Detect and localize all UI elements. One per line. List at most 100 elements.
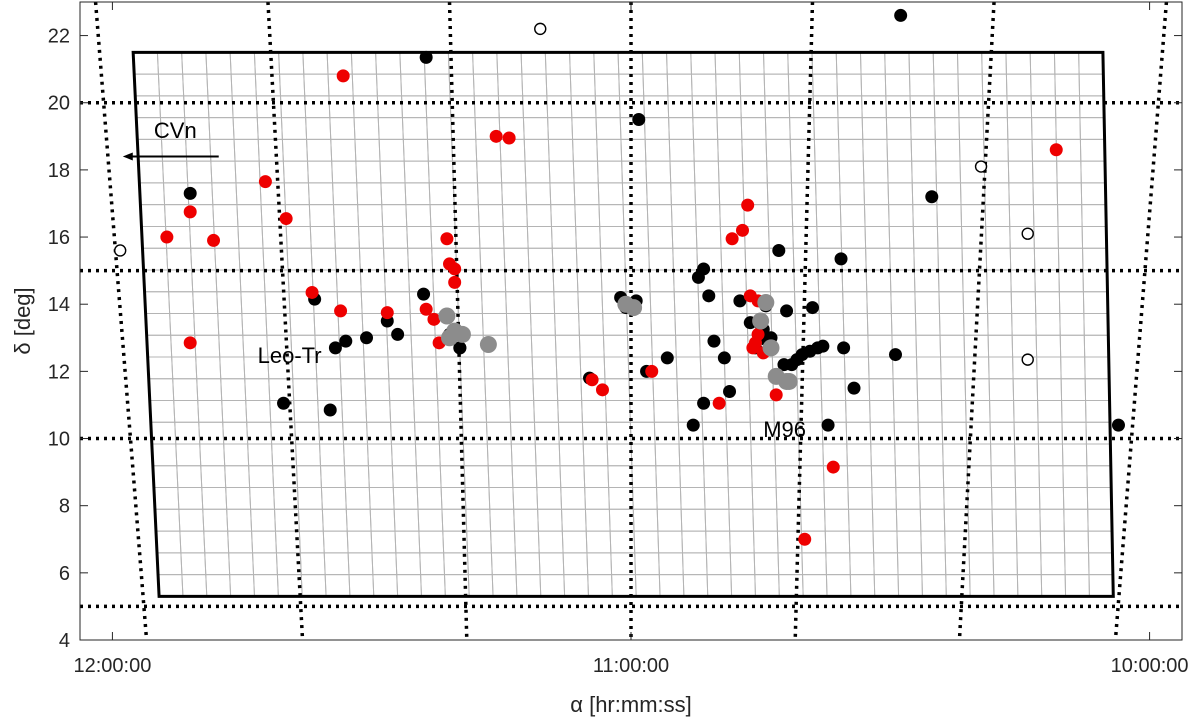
ra-grid-line	[447, 1, 469, 641]
black-point	[686, 418, 700, 432]
red-point	[595, 383, 609, 397]
black-point	[183, 186, 197, 200]
m96-label: M96	[763, 417, 806, 442]
black-point	[660, 351, 674, 365]
red-point	[735, 223, 749, 237]
red-point	[798, 532, 812, 546]
black-point	[702, 289, 716, 303]
red-point	[160, 230, 174, 244]
x-tick-label: 11:00:00	[593, 655, 669, 677]
black-point	[391, 327, 405, 341]
black-point	[894, 8, 908, 22]
black-point	[847, 381, 861, 395]
red-point	[751, 327, 765, 341]
black-point	[697, 262, 711, 276]
red-point	[645, 364, 659, 378]
open-point	[1021, 227, 1034, 240]
red-point	[1049, 143, 1063, 157]
x-tick-label: 10:00:00	[1111, 655, 1189, 677]
gray-point	[752, 312, 770, 330]
black-point	[339, 334, 353, 348]
black-point	[772, 243, 786, 257]
red-point	[380, 306, 394, 320]
y-axis-label: δ [deg]	[10, 287, 35, 354]
open-point	[113, 244, 127, 257]
cvn-arrowhead	[122, 152, 133, 161]
black-point	[816, 339, 830, 353]
red-point	[336, 69, 350, 83]
red-point	[427, 312, 441, 326]
black-point	[733, 294, 747, 308]
black-point	[723, 385, 737, 399]
black-point	[925, 190, 939, 204]
red-point	[258, 175, 272, 189]
gray-point	[453, 325, 471, 343]
black-point	[632, 113, 646, 127]
open-point	[1021, 353, 1034, 366]
black-point	[323, 403, 337, 417]
red-point	[279, 212, 293, 226]
black-point	[780, 304, 794, 318]
black-point	[453, 341, 467, 355]
red-point	[419, 302, 433, 316]
y-tick-label: 16	[48, 227, 70, 249]
gray-point	[757, 294, 775, 312]
y-tick-label: 20	[48, 93, 70, 115]
y-tick-label: 22	[48, 26, 70, 48]
open-point	[534, 22, 547, 36]
ra-grid-line	[93, 1, 149, 641]
x-tick-label: 12:00:00	[73, 655, 151, 677]
black-point	[717, 351, 731, 365]
gray-point	[479, 336, 497, 354]
footprint-outline	[131, 50, 1115, 598]
axes: 4 6 8 10 12 14 16 18 20 22 12:00:00 11:00:00 10:00:0…	[48, 1, 1189, 677]
black-point	[419, 50, 433, 64]
black-point	[360, 331, 374, 345]
annotations: CVn Leo-Tr M96	[122, 118, 806, 442]
leo-tr-label: Leo-Tr	[258, 343, 322, 368]
axis-labels: α [hr:mm:ss] δ [deg]	[10, 287, 692, 717]
ra-grid-line	[266, 1, 305, 641]
gray-point	[762, 339, 780, 357]
gray-point	[780, 372, 798, 390]
black-point	[277, 396, 291, 410]
red-point	[826, 460, 840, 474]
survey-footprint	[131, 50, 1115, 598]
gray-point	[438, 307, 456, 325]
ra-grid-line	[793, 1, 815, 641]
black-point	[697, 396, 711, 410]
red-point	[440, 232, 454, 246]
open-point	[974, 160, 988, 173]
black-point	[707, 334, 721, 348]
red-point	[334, 304, 348, 318]
ra-grid-line	[1113, 1, 1169, 641]
x-axis-label: α [hr:mm:ss]	[570, 692, 692, 717]
coordinate-grid	[80, 1, 1182, 641]
red-point	[207, 233, 221, 247]
y-tick-label: 18	[48, 160, 70, 182]
black-point	[821, 418, 835, 432]
cvn-label: CVn	[154, 118, 197, 143]
red-point	[725, 232, 739, 246]
red-point	[183, 336, 197, 350]
y-tick-label: 8	[59, 496, 70, 518]
black-point	[1111, 418, 1125, 432]
red-point	[448, 275, 462, 289]
red-point	[183, 205, 197, 219]
black-point	[417, 287, 431, 301]
red-point	[502, 131, 516, 145]
red-point	[489, 129, 503, 143]
data-points	[113, 8, 1125, 546]
y-tick-label: 6	[59, 563, 70, 585]
black-point	[328, 341, 342, 355]
y-tick-label: 12	[48, 361, 70, 383]
ra-grid-line	[957, 1, 996, 641]
black-point	[834, 252, 848, 266]
y-tick-label: 4	[59, 630, 70, 652]
y-tick-label: 10	[48, 429, 70, 451]
red-point	[741, 198, 755, 212]
red-point	[585, 373, 599, 387]
red-point	[712, 396, 726, 410]
